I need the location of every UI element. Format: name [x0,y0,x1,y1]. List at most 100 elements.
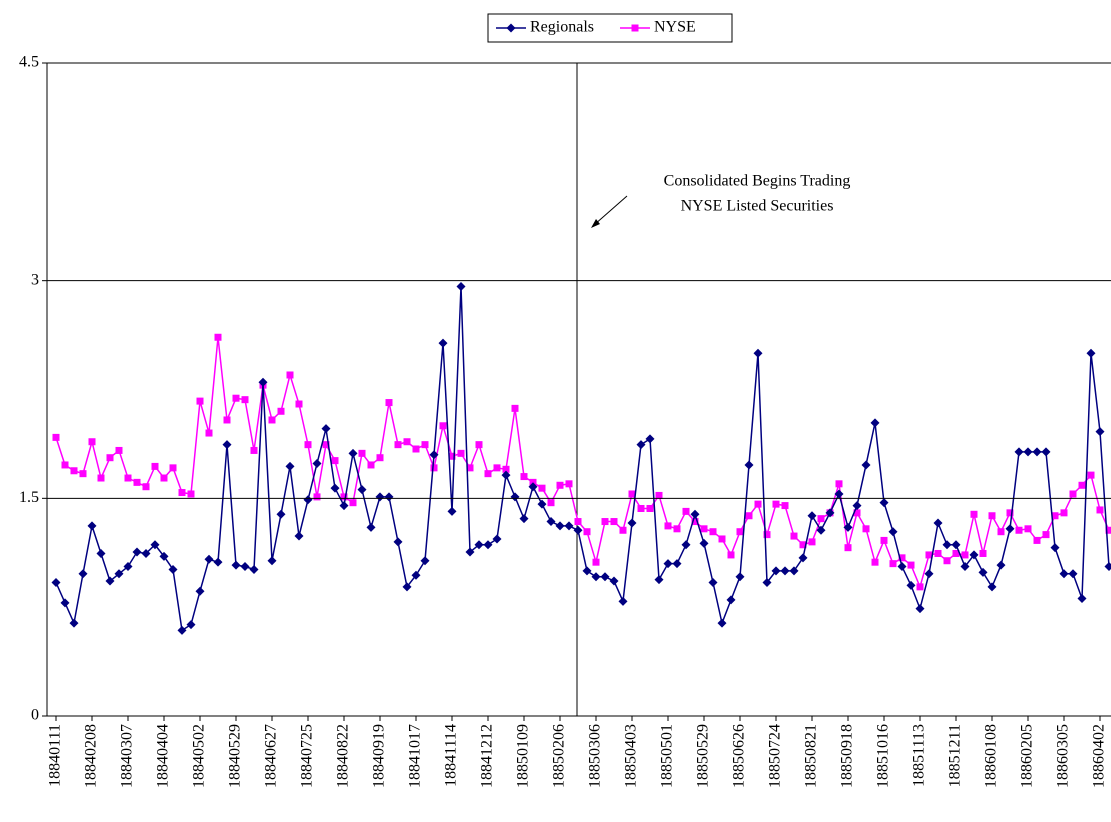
data-point [222,440,232,450]
data-point [852,501,862,511]
data-point [52,433,60,441]
x-tick-label: 18840919 [371,724,388,788]
data-point [681,540,691,550]
data-point [970,510,978,518]
data-point [447,506,457,516]
data-point [736,528,744,536]
data-point [456,281,466,291]
data-point [825,508,835,518]
data-point [204,554,214,564]
data-point [123,562,133,572]
data-point [277,407,285,415]
data-point [249,564,259,574]
data-point [276,509,286,519]
data-point [330,483,340,493]
data-point [745,512,753,520]
data-point [888,527,898,537]
data-point [1042,531,1050,539]
data-point [79,470,87,478]
x-tick-label: 18850109 [515,724,532,788]
data-point [996,560,1006,570]
series-line [55,337,1110,590]
data-point [69,618,79,628]
data-point [672,559,682,569]
data-point [556,481,564,489]
data-point [808,538,816,546]
data-point [997,528,1005,536]
data-point [636,440,646,450]
data-point [979,549,987,557]
data-point [115,446,123,454]
data-point [789,566,799,576]
data-point [483,540,493,550]
data-point [412,445,420,453]
data-point [942,540,952,550]
data-point [331,457,339,465]
data-point [232,394,240,402]
data-point [61,461,69,469]
x-tick-label: 18850918 [839,724,856,788]
annotation-arrow [593,195,628,226]
y-tick-label: 1.5 [19,489,39,506]
data-point [411,570,421,580]
data-point [978,567,988,577]
data-point [70,467,78,475]
data-point [393,537,403,547]
data-point [195,586,205,596]
x-tick-label: 18841114 [443,724,460,787]
data-point [565,480,573,488]
data-point [799,541,807,549]
x-tick-label: 18840627 [263,724,280,788]
data-point [844,544,852,552]
data-point [196,397,204,405]
data-point [349,499,357,507]
data-point [987,582,997,592]
data-point [547,499,555,507]
data-point [366,522,376,532]
data-point [601,518,609,526]
data-point [664,522,672,530]
data-point [150,540,160,550]
data-point [187,490,195,498]
data-point [87,521,97,531]
x-tick-label: 18851113 [911,724,928,787]
data-point [231,560,241,570]
data-point [312,459,322,469]
data-point [1059,569,1069,579]
data-point [169,464,177,472]
data-point [573,525,583,535]
data-point [96,548,106,558]
legend [487,13,733,43]
data-point [340,493,348,501]
data-point [421,441,429,449]
data-point [952,549,960,557]
data-point [564,521,574,531]
data-point [429,450,439,460]
data-point [933,518,943,528]
data-point [538,484,546,492]
x-tick-label: 18850306 [587,724,604,788]
data-point [258,377,268,387]
data-point [357,485,367,495]
data-point [358,449,366,457]
data-point [250,446,258,454]
arrow-head [591,219,600,228]
data-point [403,438,411,446]
data-point [754,500,762,508]
data-point [448,452,456,460]
data-point [475,441,483,449]
data-point [60,598,70,608]
data-point [780,566,790,576]
data-point [177,625,187,635]
x-tick-label: 18860205 [1019,724,1036,788]
data-point [807,511,817,521]
series-line [55,286,1110,632]
data-point [159,551,169,561]
data-point [133,478,141,486]
x-tick-label: 18860305 [1055,724,1072,788]
data-point [132,547,142,557]
data-point [655,491,663,499]
data-point [744,460,754,470]
data-point [583,528,591,536]
data-point [1069,490,1077,498]
